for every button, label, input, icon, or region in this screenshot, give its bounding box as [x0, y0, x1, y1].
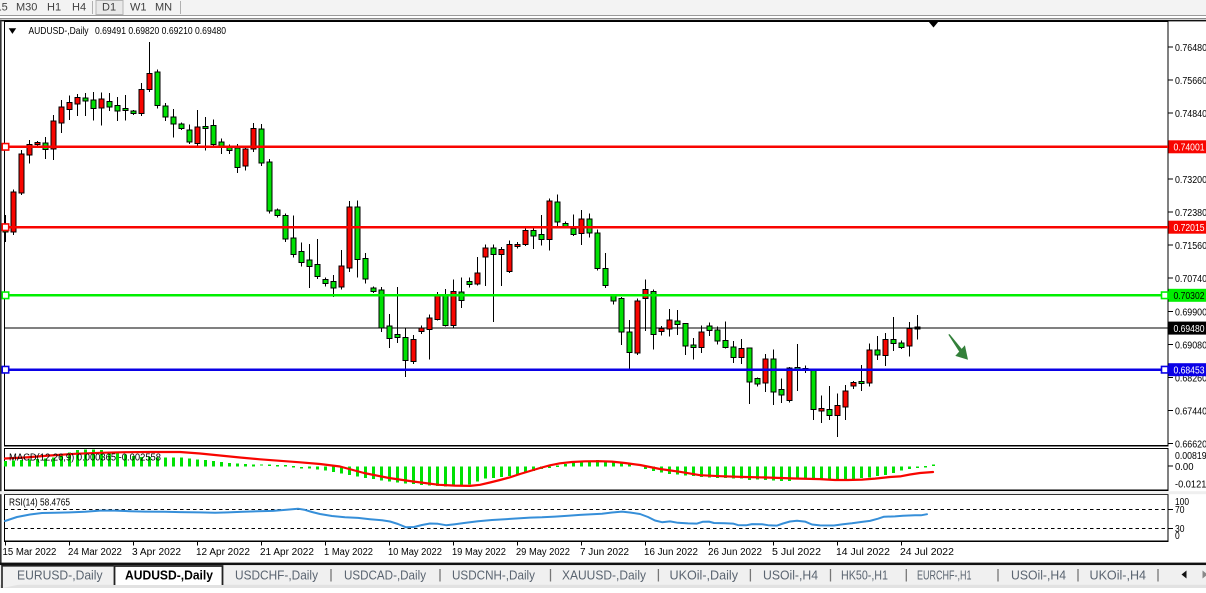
- svg-text:0.66620: 0.66620: [1175, 439, 1206, 450]
- svg-text:HK50-,H1: HK50-,H1: [841, 568, 888, 582]
- svg-text:0.68453: 0.68453: [1174, 366, 1205, 377]
- svg-text:0.69080: 0.69080: [1175, 340, 1206, 351]
- svg-text:0.73200: 0.73200: [1175, 175, 1206, 186]
- svg-text:0.72015: 0.72015: [1174, 223, 1205, 234]
- svg-text:0.69900: 0.69900: [1175, 307, 1206, 318]
- svg-text:MN: MN: [155, 2, 172, 14]
- svg-text:M30: M30: [16, 2, 37, 14]
- svg-text:14 Jul 2022: 14 Jul 2022: [836, 547, 890, 558]
- svg-text:AUDUSD-,Daily: AUDUSD-,Daily: [125, 568, 213, 582]
- svg-text:0.72380: 0.72380: [1175, 208, 1206, 219]
- svg-text:0.69491 0.69820 0.69210 0.6948: 0.69491 0.69820 0.69210 0.69480: [95, 25, 226, 37]
- svg-text:24 Mar 2022: 24 Mar 2022: [68, 547, 122, 558]
- svg-text:7 Jun 2022: 7 Jun 2022: [580, 547, 629, 558]
- svg-text:0.76480: 0.76480: [1175, 43, 1206, 54]
- svg-text:0.71560: 0.71560: [1175, 241, 1206, 252]
- svg-text:0.69480: 0.69480: [1174, 324, 1205, 335]
- svg-text:H1: H1: [47, 2, 61, 14]
- svg-text:USOil-,H4: USOil-,H4: [1011, 568, 1066, 582]
- svg-text:26 Jun 2022: 26 Jun 2022: [708, 547, 762, 558]
- svg-text:MACD(12,26,9) 0.000365 -0.0025: MACD(12,26,9) 0.000365 -0.002558: [9, 453, 161, 464]
- svg-text:0.008197: 0.008197: [1175, 451, 1206, 462]
- svg-text:0.70302: 0.70302: [1174, 291, 1205, 302]
- svg-text:0.75660: 0.75660: [1175, 76, 1206, 87]
- svg-text:12 Apr 2022: 12 Apr 2022: [196, 547, 250, 558]
- svg-text:0.74001: 0.74001: [1174, 143, 1205, 154]
- svg-text:D1: D1: [102, 2, 116, 14]
- svg-text:19 May 2022: 19 May 2022: [452, 547, 506, 558]
- svg-text:0.70740: 0.70740: [1175, 274, 1206, 285]
- svg-text:UKOil-,Daily: UKOil-,Daily: [670, 568, 739, 582]
- svg-text:1 May 2022: 1 May 2022: [324, 547, 373, 558]
- svg-text:USDCAD-,Daily: USDCAD-,Daily: [344, 568, 427, 582]
- svg-text:29 May 2022: 29 May 2022: [516, 547, 570, 558]
- svg-text:21 Apr 2022: 21 Apr 2022: [260, 547, 314, 558]
- svg-text:AUDUSD-,Daily: AUDUSD-,Daily: [29, 25, 90, 37]
- svg-text:70: 70: [1175, 505, 1185, 516]
- svg-text:16 Jun 2022: 16 Jun 2022: [644, 547, 698, 558]
- svg-text:USDCHF-,Daily: USDCHF-,Daily: [235, 568, 319, 582]
- svg-text:RSI(14) 58.4765: RSI(14) 58.4765: [9, 498, 70, 509]
- svg-text:0.74840: 0.74840: [1175, 109, 1206, 120]
- svg-text:0.67440: 0.67440: [1175, 406, 1206, 417]
- svg-text:3 Apr 2022: 3 Apr 2022: [132, 547, 181, 558]
- svg-text:USOil-,H4: USOil-,H4: [763, 568, 818, 582]
- svg-text:USDCNH-,Daily: USDCNH-,Daily: [452, 568, 536, 582]
- svg-text:EURCHF-,H1: EURCHF-,H1: [917, 568, 972, 582]
- svg-text:-0.01212: -0.01212: [1175, 479, 1206, 490]
- svg-text:EURUSD-,Daily: EURUSD-,Daily: [17, 568, 103, 582]
- svg-text:XAUUSD-,Daily: XAUUSD-,Daily: [562, 568, 647, 582]
- svg-text:0.00: 0.00: [1175, 462, 1194, 473]
- svg-text:H4: H4: [72, 2, 86, 14]
- svg-text:W1: W1: [130, 2, 147, 14]
- svg-text:5 Jul 2022: 5 Jul 2022: [772, 547, 821, 558]
- svg-text:15: 15: [0, 2, 8, 14]
- svg-text:UKOil-,H4: UKOil-,H4: [1090, 568, 1147, 582]
- svg-text:24 Jul 2022: 24 Jul 2022: [900, 547, 954, 558]
- svg-text:15 Mar 2022: 15 Mar 2022: [3, 547, 57, 558]
- svg-text:0: 0: [1175, 531, 1180, 542]
- svg-text:10 May 2022: 10 May 2022: [388, 547, 442, 558]
